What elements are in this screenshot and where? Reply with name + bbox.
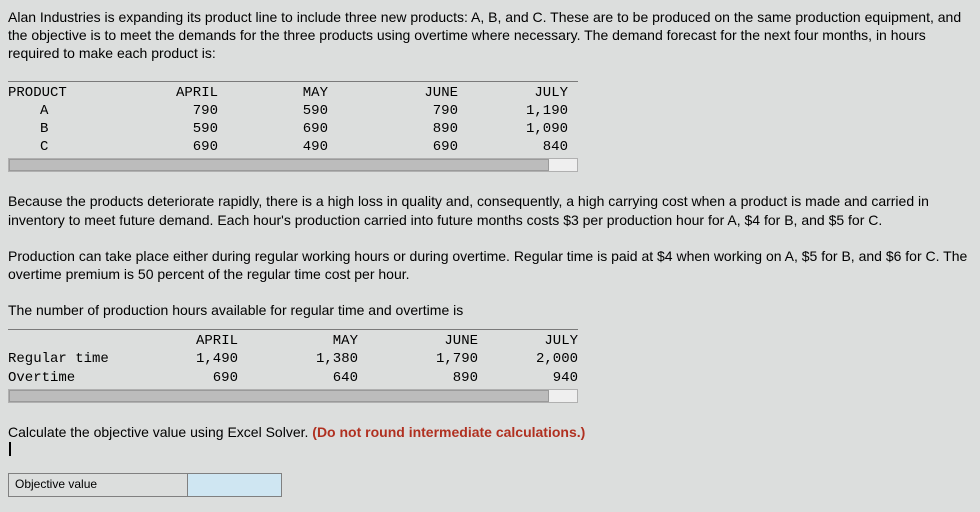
cell: 690 (118, 138, 218, 156)
cell: 790 (118, 102, 218, 120)
horizontal-scrollbar[interactable] (8, 158, 578, 172)
production-cost-paragraph: Production can take place either during … (8, 247, 972, 283)
hours-intro-paragraph: The number of production hours available… (8, 301, 972, 319)
col-header: MAY (218, 84, 328, 102)
cell: 1,090 (458, 120, 568, 138)
table-row: B 590 690 890 1,090 (8, 120, 568, 138)
table-header-row: APRIL MAY JUNE JULY (8, 332, 578, 350)
cell: 1,380 (238, 350, 358, 368)
col-header: PRODUCT (8, 84, 118, 102)
instruction-text: Calculate the objective value using Exce… (8, 424, 312, 440)
cell: 1,490 (138, 350, 238, 368)
col-header (8, 332, 138, 350)
cell: 940 (478, 369, 578, 387)
table-row: A 790 590 790 1,190 (8, 102, 568, 120)
table-row: Regular time 1,490 1,380 1,790 2,000 (8, 350, 578, 368)
cell: 590 (118, 120, 218, 138)
table-row: Overtime 690 640 890 940 (8, 369, 578, 387)
instruction-red: (Do not round intermediate calculations.… (312, 424, 585, 440)
cell: B (8, 120, 118, 138)
horizontal-scrollbar[interactable] (8, 389, 578, 403)
cell: A (8, 102, 118, 120)
table-row: C 690 490 690 840 (8, 138, 568, 156)
objective-value-input[interactable] (188, 473, 282, 497)
col-header: APRIL (118, 84, 218, 102)
cell: 890 (358, 369, 478, 387)
carry-cost-paragraph: Because the products deteriorate rapidly… (8, 192, 972, 228)
cell: 690 (218, 120, 328, 138)
cell: 640 (238, 369, 358, 387)
objective-row: Objective value (8, 473, 972, 497)
scrollbar-thumb[interactable] (9, 159, 549, 171)
cell: 590 (218, 102, 328, 120)
cell: 690 (138, 369, 238, 387)
table-header-row: PRODUCT APRIL MAY JUNE JULY (8, 84, 568, 102)
hours-table: APRIL MAY JUNE JULY Regular time 1,490 1… (8, 332, 578, 387)
col-header: JUNE (328, 84, 458, 102)
cell: 490 (218, 138, 328, 156)
cell: C (8, 138, 118, 156)
col-header: MAY (238, 332, 358, 350)
cell: Regular time (8, 350, 138, 368)
cell: 690 (328, 138, 458, 156)
col-header: JULY (478, 332, 578, 350)
cell: 790 (328, 102, 458, 120)
demand-table-wrap: PRODUCT APRIL MAY JUNE JULY A 790 590 79… (8, 81, 578, 157)
hours-table-wrap: APRIL MAY JUNE JULY Regular time 1,490 1… (8, 329, 578, 387)
cell: Overtime (8, 369, 138, 387)
cell: 840 (458, 138, 568, 156)
text-cursor (9, 442, 11, 456)
cell: 890 (328, 120, 458, 138)
cell: 1,190 (458, 102, 568, 120)
solver-instruction: Calculate the objective value using Exce… (8, 423, 972, 441)
intro-paragraph: Alan Industries is expanding its product… (8, 8, 972, 63)
col-header: JUNE (358, 332, 478, 350)
scrollbar-thumb[interactable] (9, 390, 549, 402)
cell: 1,790 (358, 350, 478, 368)
demand-table: PRODUCT APRIL MAY JUNE JULY A 790 590 79… (8, 84, 568, 157)
col-header: JULY (458, 84, 568, 102)
col-header: APRIL (138, 332, 238, 350)
objective-label: Objective value (8, 473, 188, 497)
cell: 2,000 (478, 350, 578, 368)
